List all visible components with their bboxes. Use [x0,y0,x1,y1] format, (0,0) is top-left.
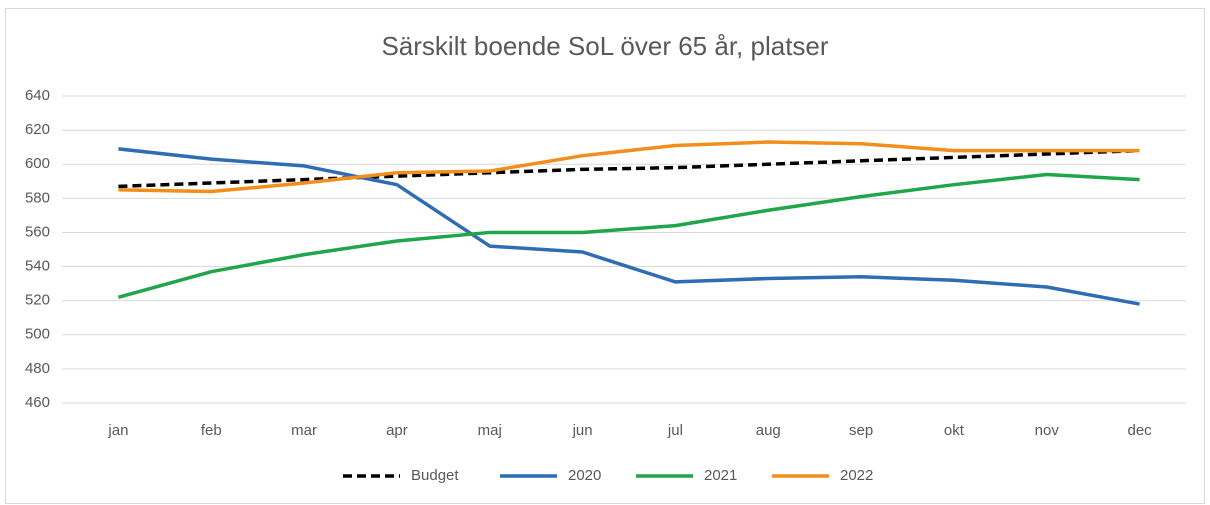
series-line [118,148,1140,189]
y-tick-label: 460 [25,394,50,411]
x-tick-label: jun [572,422,593,439]
x-tick-label: feb [201,422,222,439]
y-tick-label: 580 [25,189,50,206]
legend-label: 2020 [568,467,601,484]
y-tick-label: 560 [25,223,50,240]
chart-border [5,8,1205,504]
legend-label: Budget [411,467,459,484]
legend-label: 2022 [840,467,873,484]
y-tick-label: 480 [25,360,50,377]
y-tick-label: 620 [25,121,50,138]
chart-title: Särskilt boende SoL över 65 år, platser [381,31,828,61]
y-tick-label: 640 [25,87,50,104]
x-tick-label: dec [1127,422,1152,439]
y-tick-label: 500 [25,326,50,343]
series-line [118,140,1140,194]
y-tick-label: 600 [25,155,50,172]
x-tick-label: jan [107,422,128,439]
x-tick-label: aug [756,422,781,439]
x-tick-label: okt [944,422,965,439]
x-tick-label: mar [291,422,317,439]
x-tick-label: jul [667,422,683,439]
y-tick-label: 540 [25,258,50,275]
x-tick-label: nov [1035,422,1060,439]
x-tick-label: maj [478,422,502,439]
series-line [117,172,1140,299]
x-tick-label: apr [386,422,408,439]
x-tick-label: sep [849,422,873,439]
series-line [118,147,1140,306]
y-tick-label: 520 [25,292,50,309]
legend-label: 2021 [704,467,737,484]
